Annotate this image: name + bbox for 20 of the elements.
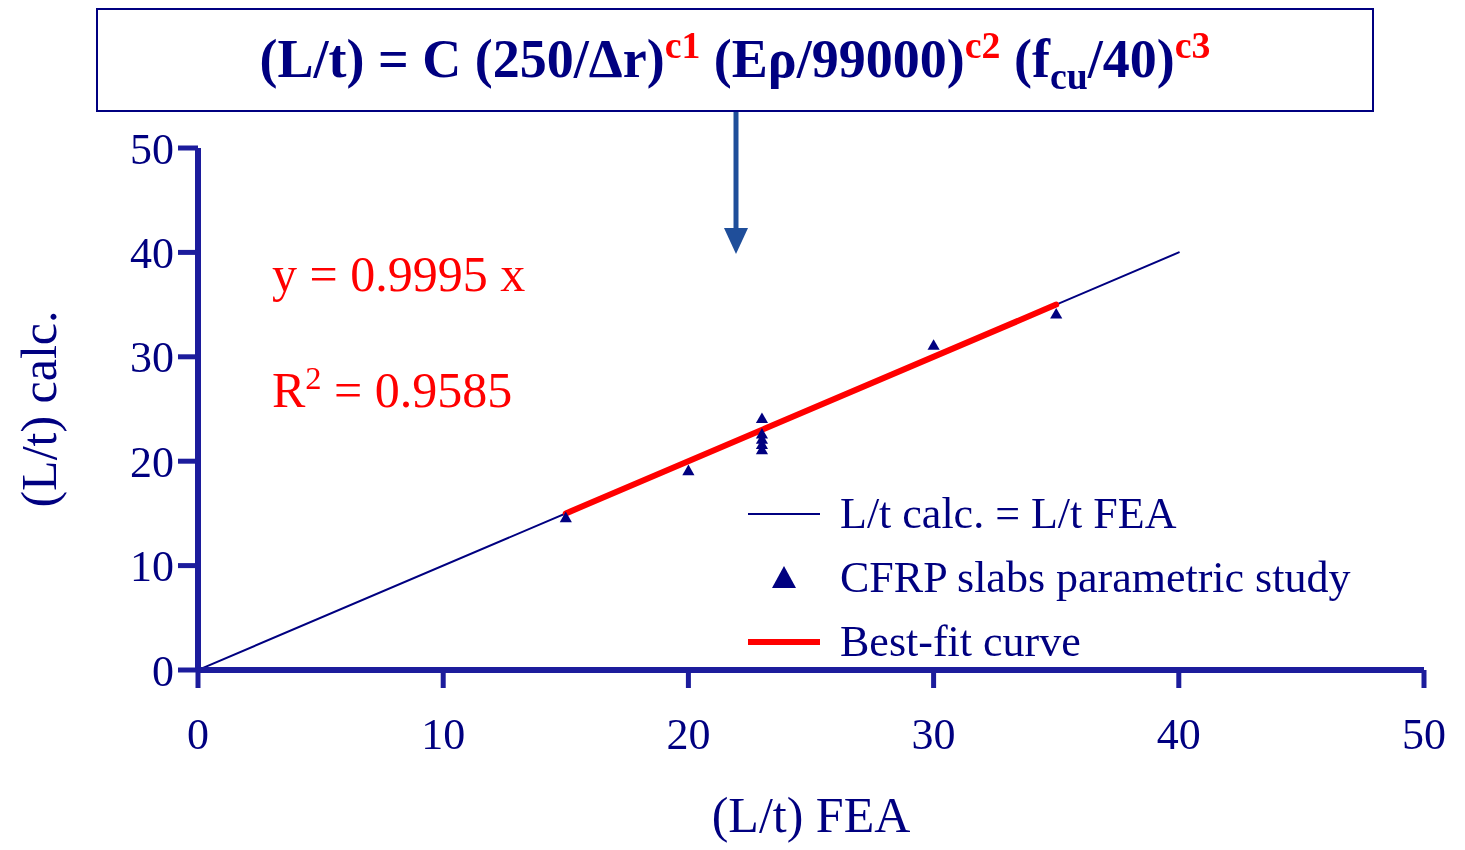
x-tick-label: 50 xyxy=(1402,710,1446,760)
y-tick-label: 40 xyxy=(130,229,174,279)
y-axis-title: (L/t) calc. xyxy=(10,310,67,508)
y-tick-label: 30 xyxy=(130,333,174,383)
x-axis-title: (L/t) FEA xyxy=(711,787,911,843)
legend-label: Best-fit curve xyxy=(840,616,1081,668)
y-tick-label: 10 xyxy=(130,542,174,592)
x-tick-label: 10 xyxy=(421,710,466,760)
x-tick-label: 40 xyxy=(1156,710,1201,760)
x-tick-label: 20 xyxy=(666,710,711,760)
y-tick-label: 0 xyxy=(152,646,174,696)
chart-title: (L/t) = C (250/Δr)$^{c1}$ (Eρ/99000)$^{c2}$ (f$_{cu}$/40)$^{c3}$ xyxy=(259,22,1211,98)
legend-label: L/t calc. = L/t FEA xyxy=(840,488,1177,540)
x-tick-label: 0 xyxy=(187,710,209,760)
legend-label: CFRP slabs parametric study xyxy=(840,552,1351,604)
annotation: y = 0.9995 x xyxy=(272,245,526,304)
y-tick-label: 20 xyxy=(130,437,174,487)
x-tick-label: 30 xyxy=(911,710,956,760)
y-tick-label: 50 xyxy=(130,124,174,174)
annotation: R$^{2}$ = 0.9585 xyxy=(272,359,514,420)
